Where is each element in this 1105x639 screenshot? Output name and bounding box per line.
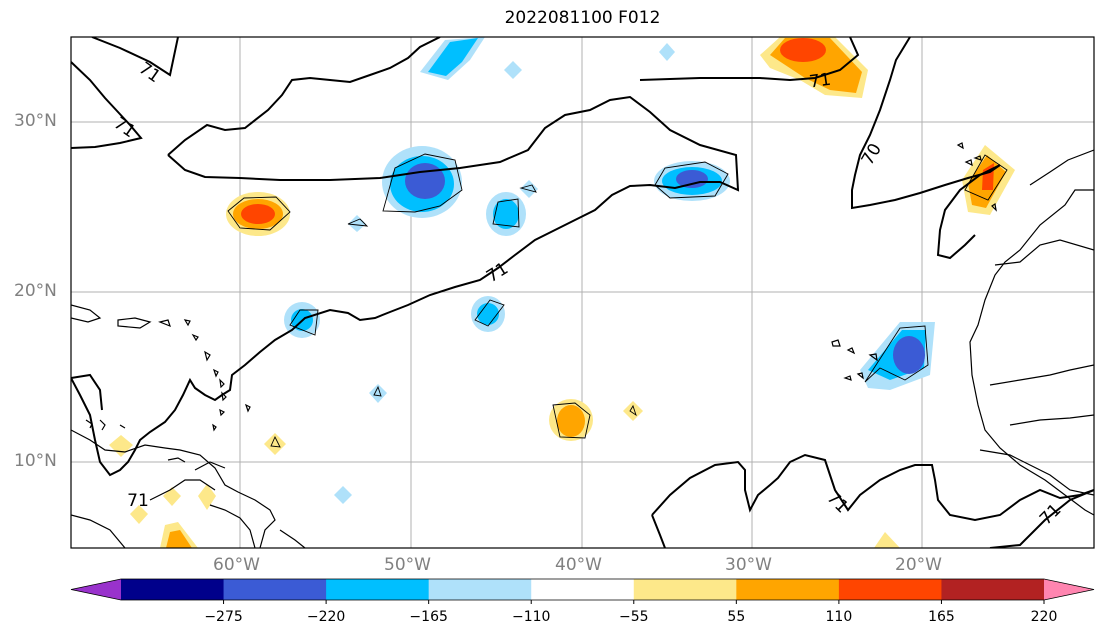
colorbar-tick-label: 165	[928, 609, 955, 625]
lat-label-20n: 20°N	[14, 281, 57, 301]
colorbar-tick-label: −275	[204, 609, 243, 625]
map-title: 2022081100 F012	[504, 8, 661, 28]
colorbar-tick-label: 55	[727, 609, 746, 625]
colorbar-segment	[633, 579, 737, 600]
colorbar-tick-label: −110	[511, 609, 551, 625]
colorbar-segment	[531, 579, 635, 600]
colorbar-segment	[223, 579, 327, 600]
anomaly-contours	[227, 153, 1008, 448]
lon-label-50w: 50°W	[384, 555, 431, 575]
colorbar-tick-label: 110	[825, 609, 853, 625]
colorbar-segment	[326, 579, 430, 600]
lat-label-10n: 10°N	[14, 451, 57, 471]
pressure-contours	[71, 37, 1094, 548]
colorbar-segment	[121, 579, 225, 600]
colorbar-segment	[736, 579, 840, 600]
lon-label-30w: 30°W	[725, 555, 772, 575]
colorbar-tick-label: 220	[1030, 609, 1058, 625]
contour-label: 71	[808, 70, 832, 93]
graticule	[71, 37, 1094, 548]
colorbar-tick-label: −55	[618, 609, 649, 625]
colorbar-tick-label: −220	[306, 609, 346, 625]
lat-label-30n: 30°N	[14, 111, 57, 131]
lon-label-60w: 60°W	[213, 555, 260, 575]
lon-label-20w: 20°W	[895, 555, 942, 575]
colorbar	[70, 578, 1095, 604]
colorbar-extend-high	[1044, 579, 1094, 600]
colorbar-extend-low	[71, 579, 121, 600]
anomaly-shading	[109, 37, 1015, 548]
contour-label: 71	[127, 491, 149, 511]
colorbar-segment	[428, 579, 532, 600]
colorbar-segment	[941, 579, 1045, 600]
coastlines	[71, 142, 1094, 548]
colorbar-tick-label: −165	[409, 609, 448, 625]
map-frame	[70, 36, 1095, 549]
lon-label-40w: 40°W	[555, 555, 602, 575]
colorbar-segment	[838, 579, 942, 600]
